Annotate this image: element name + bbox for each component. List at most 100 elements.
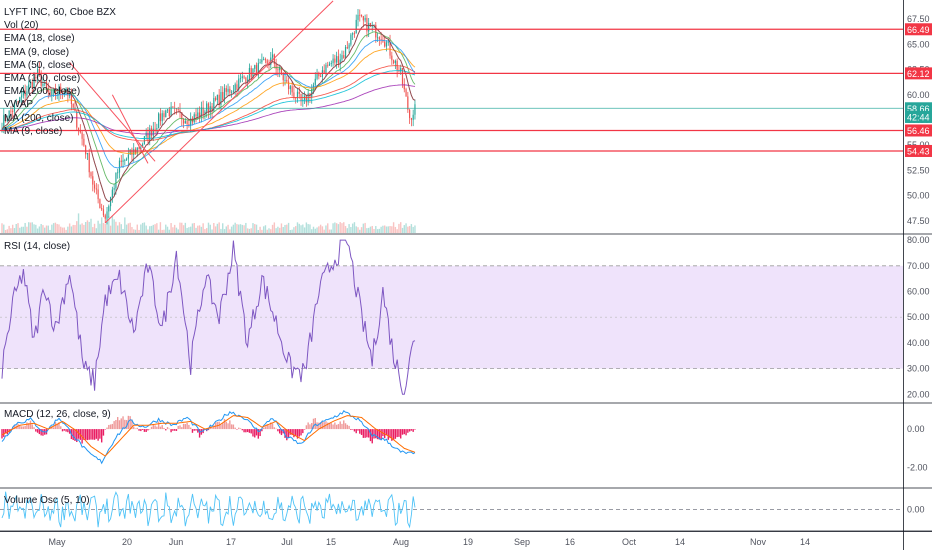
macd-histogram-bar (302, 429, 304, 434)
candle-body (72, 104, 74, 108)
macd-histogram-bar (312, 418, 315, 430)
candle-body (277, 69, 279, 71)
candle-body (122, 160, 124, 162)
volume-bar (252, 223, 254, 233)
price-axis-tick: 47.50 (907, 216, 930, 226)
price-axis-tick: 52.50 (907, 165, 930, 175)
volume-bar (405, 223, 407, 233)
candle-body (142, 144, 144, 148)
volume-bar (232, 224, 235, 233)
volume-bar (254, 224, 256, 233)
macd-histogram-bar (90, 429, 92, 440)
candle-body (241, 76, 243, 79)
legend-ma-9[interactable]: MA (9, close) (4, 125, 63, 137)
volume-bar (125, 224, 128, 233)
macd-histogram-bar (223, 418, 226, 430)
volume-bar (350, 227, 352, 233)
macd-histogram-bar (289, 429, 292, 435)
volume-bar (398, 223, 400, 233)
ma-line-vwap (1, 39, 416, 169)
volume-bar (122, 228, 124, 233)
macd-histogram-bar (335, 424, 338, 430)
candle-body (254, 65, 256, 69)
volume-bar (165, 224, 167, 233)
volume-bar (115, 221, 117, 233)
rsi-pane-title[interactable]: RSI (14, close) (4, 241, 71, 252)
candle-body (371, 25, 373, 27)
candle-body (17, 101, 19, 102)
macd-pane-title[interactable]: MACD (12, 26, close, 9) (4, 409, 111, 420)
candle-body (215, 97, 217, 101)
volume-bar (95, 228, 98, 233)
candle-body (410, 118, 412, 120)
legend-ma-200[interactable]: MA (200, close) (4, 112, 74, 124)
candle-body (101, 208, 103, 210)
candle-body (129, 149, 131, 155)
volume-bar (156, 223, 158, 233)
macd-histogram-bar (166, 427, 169, 430)
candle-body (195, 114, 197, 117)
volume-bar (307, 224, 309, 233)
candle-body (172, 106, 174, 108)
volume-bar (400, 222, 402, 233)
legend-ema-9[interactable]: EMA (9, close) (4, 46, 70, 58)
candle-body (284, 79, 286, 81)
macd-histogram-bar (230, 424, 233, 430)
volume-bar (337, 224, 340, 233)
macd-histogram-bar (93, 429, 96, 440)
volume-bar (58, 224, 60, 233)
volume-bar (311, 229, 313, 233)
candle-body (124, 160, 126, 161)
volume-bar (93, 223, 96, 233)
legend-vol[interactable]: Vol (20) (4, 20, 39, 32)
volume-bar (175, 227, 178, 233)
macd-histogram-bar (149, 428, 151, 430)
candle-body (220, 92, 222, 106)
candle-body (346, 47, 348, 49)
candle-body (152, 128, 154, 136)
macd-histogram-bar (239, 428, 242, 430)
volume-bar (389, 226, 391, 233)
macd-histogram-bar (295, 429, 297, 436)
macd-histogram-bar (412, 429, 414, 432)
candle-body (218, 94, 220, 106)
time-axis-tick: 14 (800, 537, 810, 547)
volume-bar (353, 222, 356, 233)
legend-ema-200[interactable]: EMA (200, close) (4, 86, 81, 98)
macd-histogram-bar (197, 429, 199, 433)
volume-bar (111, 215, 114, 233)
legend-ema-100[interactable]: EMA (100, close) (4, 73, 81, 85)
candle-body (20, 95, 23, 98)
macd-histogram-bar (241, 429, 243, 431)
symbol-title[interactable]: LYFT INC, 60, Cboe BZX (4, 7, 116, 18)
macd-histogram-bar (337, 424, 340, 430)
macd-histogram-bar (68, 429, 71, 434)
volume-bar (401, 227, 404, 233)
legend-vwap[interactable]: VWAP (4, 99, 34, 111)
macd-histogram-bar (129, 416, 131, 430)
volume-bar (166, 226, 169, 233)
macd-histogram-bar (380, 429, 382, 441)
macd-histogram-bar (414, 429, 416, 430)
candle-body (387, 41, 389, 43)
volume-bar (262, 226, 265, 233)
macd-histogram-bar (334, 422, 336, 430)
legend-ema-50[interactable]: EMA (50, close) (4, 59, 75, 71)
macd-histogram-bar (65, 429, 67, 432)
macd-histogram-bar (29, 420, 32, 430)
volume-bar (31, 222, 33, 233)
volume-bar (61, 227, 64, 233)
volume-bar (189, 226, 192, 233)
volume-bar (19, 227, 21, 233)
vosc-pane-title[interactable]: Volume Osc (5, 10) (4, 495, 90, 506)
macd-histogram-bar (97, 429, 99, 441)
candle-body (223, 88, 226, 100)
volume-bar (170, 223, 172, 233)
volume-bar (197, 225, 199, 233)
legend-ema-18[interactable]: EMA (18, close) (4, 33, 75, 45)
macd-histogram-bar (359, 429, 361, 434)
macd-histogram-bar (31, 424, 33, 430)
volume-bar (163, 229, 165, 233)
volume-bar (351, 223, 354, 233)
